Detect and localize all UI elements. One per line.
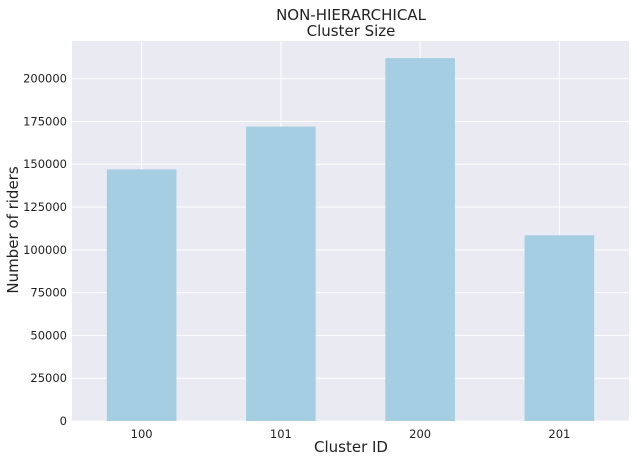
x-tick-label: 100	[131, 427, 153, 441]
x-axis-label: Cluster ID	[314, 438, 388, 456]
y-tick-label: 150000	[23, 157, 67, 171]
chart-subtitle: Cluster Size	[307, 22, 396, 40]
y-tick-label: 0	[60, 414, 67, 428]
y-tick-label: 100000	[23, 243, 67, 257]
y-tick-label: 75000	[30, 286, 67, 300]
bar-100	[106, 169, 177, 421]
y-tick-label: 125000	[23, 200, 67, 214]
x-tick-labels: 100 101 200 201	[131, 427, 571, 441]
x-tick-label: 200	[409, 427, 431, 441]
x-tick-label: 101	[270, 427, 292, 441]
y-tick-label: 25000	[30, 371, 67, 385]
bar-200	[385, 58, 455, 421]
y-axis-label: Number of riders	[4, 166, 22, 294]
y-tick-label: 50000	[30, 328, 67, 342]
y-tick-label: 200000	[23, 72, 67, 86]
y-tick-labels: 0 25000 50000 75000 100000 125000 150000 175000…	[23, 72, 67, 428]
y-tick-label: 175000	[23, 114, 67, 128]
bars	[106, 58, 595, 422]
bar-101	[246, 126, 316, 422]
x-tick-label: 201	[548, 427, 570, 441]
chart-title: NON-HIERARCHICAL	[276, 6, 427, 24]
bar-201	[524, 235, 595, 421]
